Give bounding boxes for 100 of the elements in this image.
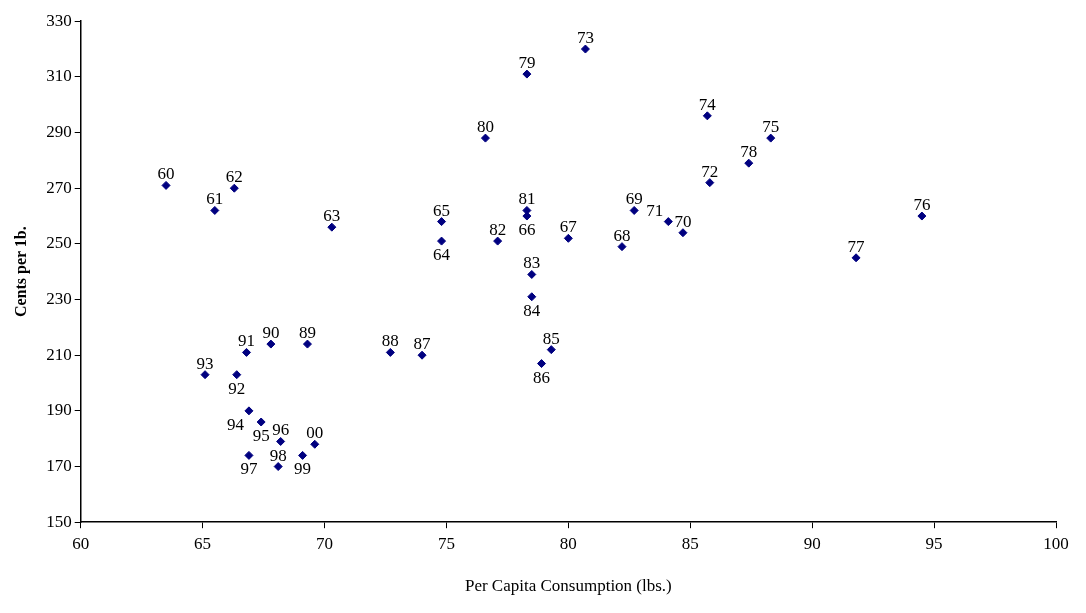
point bbox=[527, 292, 537, 302]
annotation: 61 bbox=[206, 189, 224, 209]
x-tick-label: 80 bbox=[559, 533, 577, 553]
point bbox=[766, 133, 776, 143]
annotation: 94 bbox=[226, 414, 245, 434]
point bbox=[705, 178, 715, 188]
annotation: 62 bbox=[225, 167, 243, 187]
annotation: 82 bbox=[489, 220, 507, 240]
point bbox=[522, 69, 532, 79]
y-tick-label: 290 bbox=[46, 122, 72, 141]
point bbox=[744, 158, 754, 168]
y-tick-label: 210 bbox=[46, 344, 72, 364]
point bbox=[522, 205, 532, 215]
y-tick-label: 330 bbox=[46, 10, 72, 30]
point bbox=[276, 436, 286, 446]
annotation: 92 bbox=[228, 378, 246, 398]
point bbox=[310, 439, 320, 449]
point bbox=[302, 339, 312, 349]
annotation: 89 bbox=[298, 323, 316, 343]
point bbox=[629, 205, 639, 215]
x-tick-label: 95 bbox=[925, 533, 943, 553]
annotation: 86 bbox=[533, 367, 551, 387]
point bbox=[385, 347, 395, 357]
annotation: 00 bbox=[306, 423, 324, 443]
point bbox=[200, 370, 210, 380]
point bbox=[229, 183, 239, 193]
annotation: 70 bbox=[674, 211, 692, 231]
annotation: 64 bbox=[433, 245, 451, 265]
point bbox=[161, 180, 171, 190]
point bbox=[327, 222, 337, 232]
annotation: 91 bbox=[238, 331, 255, 351]
annotation: 84 bbox=[523, 300, 541, 320]
y-tick-label: 190 bbox=[46, 400, 72, 420]
x-tick-label: 100 bbox=[1043, 533, 1069, 553]
annotation: 77 bbox=[847, 236, 866, 256]
annotation: 71 bbox=[646, 200, 664, 220]
point bbox=[244, 450, 254, 460]
annotation: 83 bbox=[523, 253, 541, 273]
annotation: 75 bbox=[762, 117, 780, 137]
x-tick-label: 70 bbox=[316, 533, 334, 553]
annotation: 68 bbox=[613, 225, 631, 245]
annotation: 87 bbox=[413, 334, 432, 354]
point bbox=[617, 242, 627, 252]
annotation: 69 bbox=[625, 189, 643, 209]
point bbox=[851, 253, 861, 263]
point bbox=[256, 417, 266, 427]
x-tick-label: 60 bbox=[72, 533, 90, 553]
annotation: 81 bbox=[518, 189, 536, 209]
annotation: 98 bbox=[269, 445, 287, 465]
y-tick-label: 170 bbox=[46, 456, 72, 475]
point bbox=[232, 370, 242, 380]
x-tick-label: 65 bbox=[194, 533, 212, 553]
point bbox=[546, 345, 556, 355]
annotation: 93 bbox=[196, 353, 214, 373]
x-tick-label: 75 bbox=[437, 533, 455, 553]
y-tick-label: 150 bbox=[46, 511, 72, 531]
point bbox=[273, 462, 283, 472]
point bbox=[242, 347, 251, 357]
point bbox=[298, 450, 308, 460]
point bbox=[678, 228, 688, 238]
y-tick-label: 230 bbox=[46, 289, 72, 308]
annotation: 88 bbox=[381, 331, 399, 351]
point bbox=[244, 406, 254, 416]
annotation: 74 bbox=[698, 94, 717, 114]
point bbox=[493, 236, 503, 246]
annotation: 73 bbox=[576, 28, 594, 48]
point bbox=[266, 339, 276, 349]
x-tick-label: 85 bbox=[681, 533, 699, 553]
point bbox=[580, 44, 590, 54]
annotation: 79 bbox=[518, 53, 536, 73]
annotation: 95 bbox=[252, 426, 270, 445]
point bbox=[437, 236, 447, 246]
y-axis-title: Cents per 1b. bbox=[11, 226, 30, 318]
y-tick-label: 310 bbox=[46, 66, 72, 86]
annotation: 63 bbox=[323, 206, 341, 226]
annotation: 65 bbox=[433, 200, 451, 220]
annotation: 67 bbox=[559, 217, 578, 237]
point bbox=[537, 359, 547, 369]
annotation: 60 bbox=[157, 164, 175, 184]
x-tick-label: 90 bbox=[803, 533, 821, 553]
y-tick-label: 270 bbox=[46, 177, 72, 197]
point bbox=[527, 269, 537, 279]
point bbox=[417, 350, 427, 360]
annotation: 90 bbox=[262, 323, 280, 343]
annotation: 85 bbox=[542, 328, 560, 348]
annotation: 96 bbox=[272, 420, 290, 440]
point bbox=[437, 217, 447, 227]
point bbox=[480, 133, 490, 143]
point bbox=[917, 211, 927, 221]
annotation: 80 bbox=[476, 117, 494, 137]
annotation: 76 bbox=[913, 195, 931, 215]
point bbox=[210, 205, 220, 215]
point bbox=[702, 111, 712, 121]
annotation: 97 bbox=[240, 459, 258, 479]
annotation: 66 bbox=[518, 220, 536, 240]
x-axis-title: Per Capita Consumption (lbs.) bbox=[464, 576, 672, 596]
annotation: 72 bbox=[701, 161, 719, 181]
annotation: 78 bbox=[740, 142, 758, 162]
y-tick-label: 250 bbox=[46, 233, 72, 253]
point bbox=[563, 233, 573, 243]
